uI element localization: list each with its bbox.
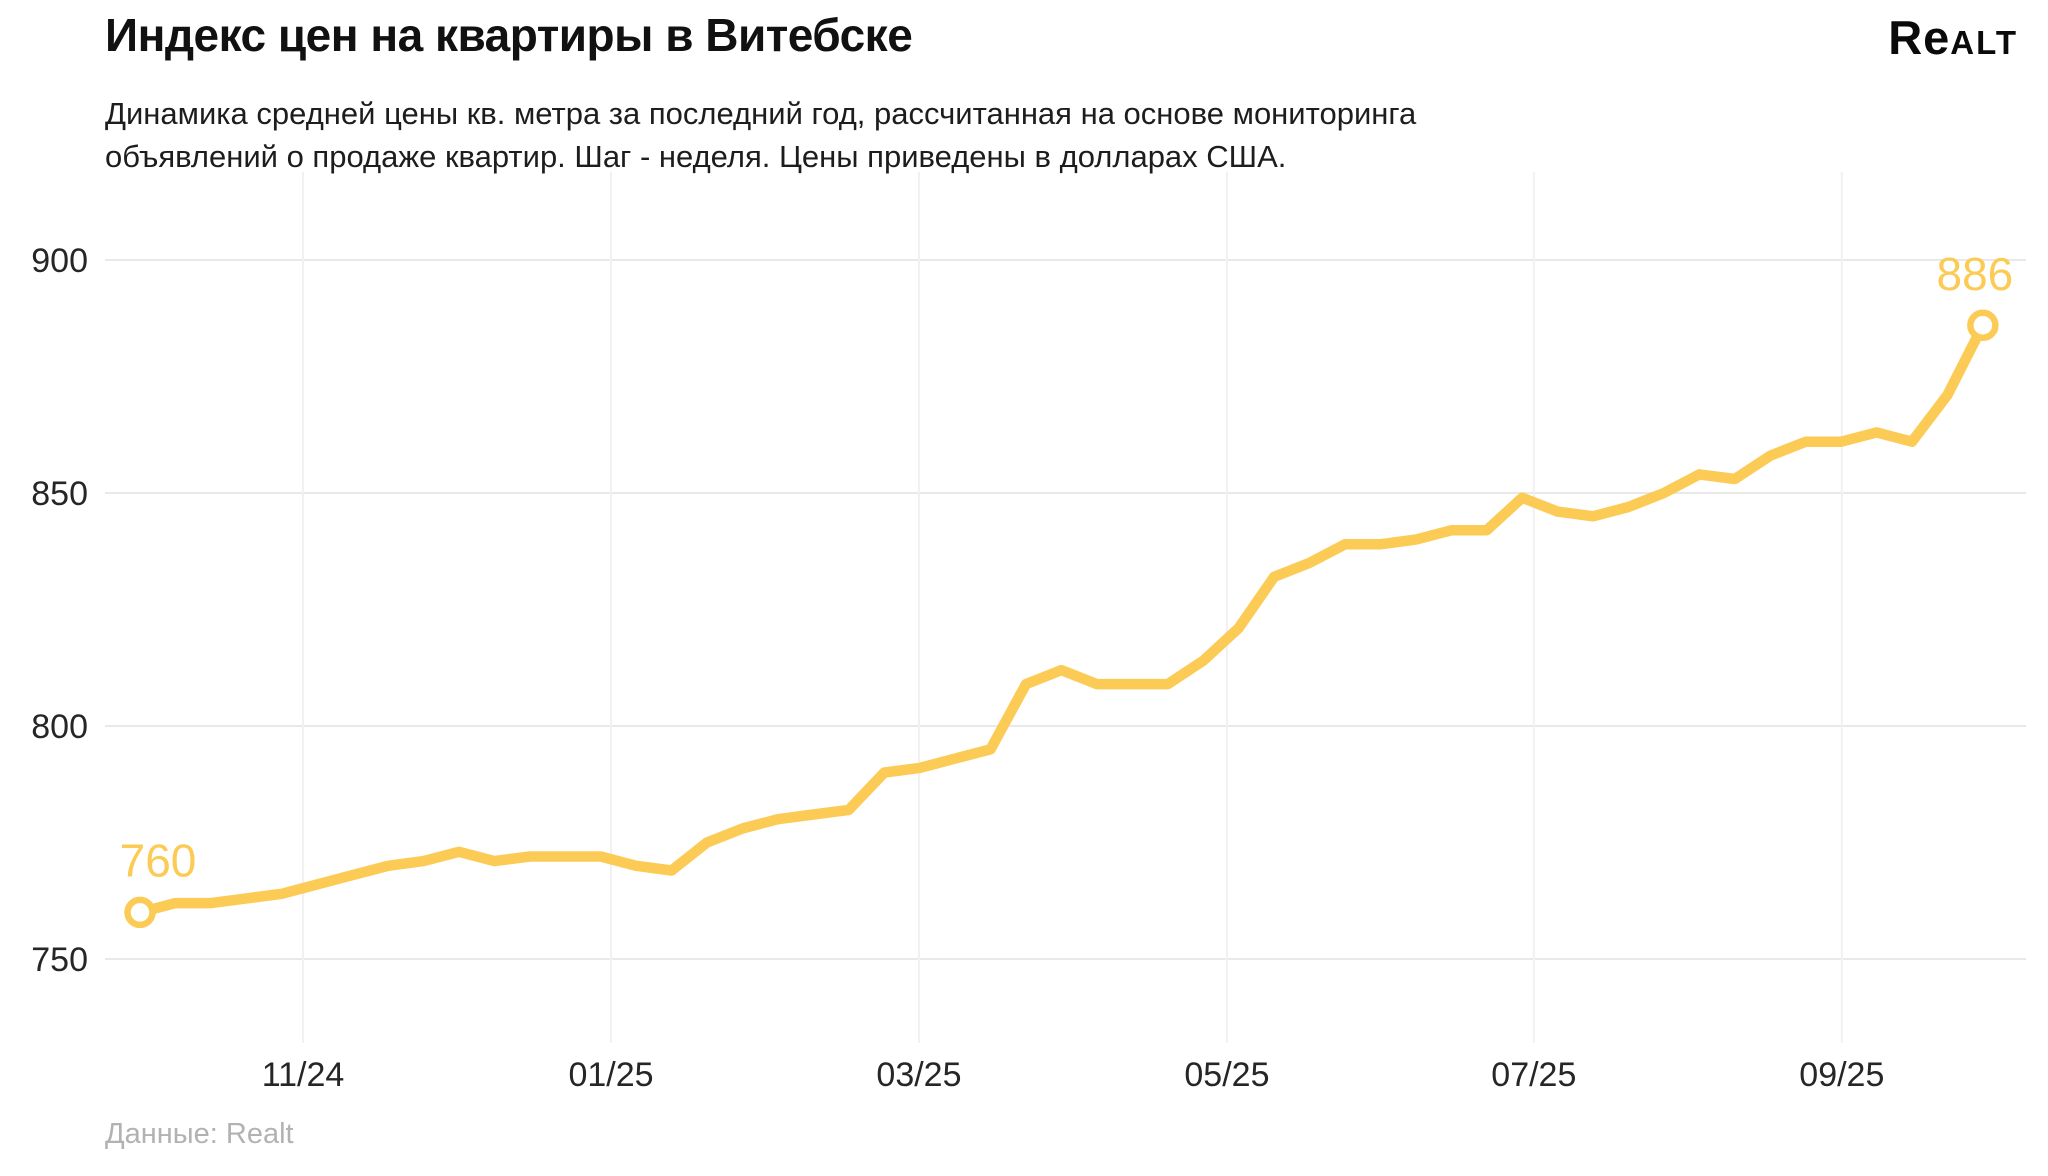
y-tick-label: 850 <box>31 475 88 513</box>
chart-subtitle-line1: Динамика средней цены кв. метра за после… <box>105 96 1417 131</box>
x-tick-label: 01/25 <box>568 1056 653 1094</box>
end-marker <box>1967 309 1999 341</box>
chart-subtitle-line2: объявлений о продаже квартир. Шаг - неде… <box>105 139 1287 174</box>
data-source-note: Данные: Realt <box>105 1118 294 1150</box>
y-tick-label: 900 <box>31 242 88 280</box>
x-tick-label: 09/25 <box>1799 1056 1884 1094</box>
x-tick-label: 05/25 <box>1184 1056 1269 1094</box>
realt-logo-text-main: Re <box>1888 11 1951 64</box>
chart-subtitle: Динамика средней цены кв. метра за после… <box>105 92 1416 178</box>
realt-logo: Realt <box>1888 10 2018 65</box>
start-marker <box>124 896 156 929</box>
x-tick-label: 11/24 <box>262 1056 345 1094</box>
end-value-label: 886 <box>1937 248 2014 300</box>
x-tick-label: 07/25 <box>1491 1056 1576 1094</box>
page-title: Индекс цен на квартиры в Витебске <box>105 9 913 61</box>
y-tick-label: 750 <box>31 941 88 979</box>
x-tick-label: 03/25 <box>876 1056 961 1094</box>
price-line <box>134 319 1989 918</box>
y-tick-label: 800 <box>31 708 88 746</box>
realt-logo-text-caps: alt <box>1950 11 2018 64</box>
start-value-label: 760 <box>120 834 197 886</box>
